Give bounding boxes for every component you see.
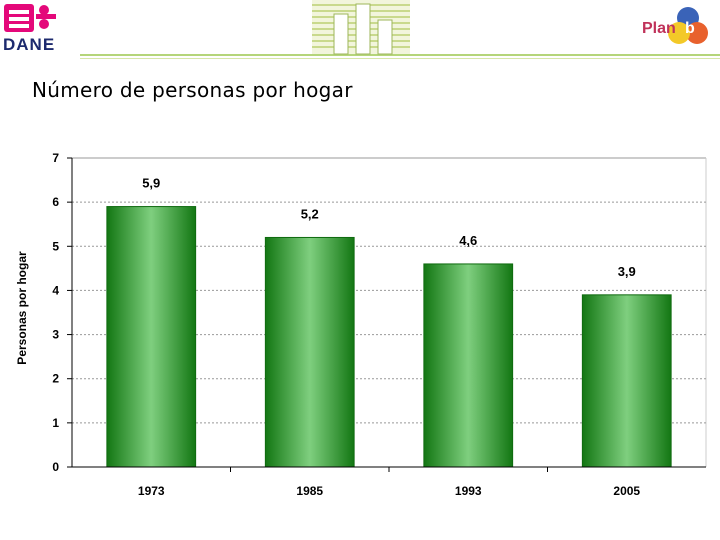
y-axis: 0 1 2 3 4 5 6 7 bbox=[52, 151, 73, 474]
dane-logo-mark-stroke-1 bbox=[9, 10, 29, 14]
planb-circle-yellow bbox=[668, 22, 690, 44]
y-tick-label: 5 bbox=[52, 239, 59, 253]
planb-logo-suffix: b bbox=[685, 20, 695, 37]
planb-logo: Plan b bbox=[642, 7, 708, 44]
x-axis: 1973 1985 1993 2005 bbox=[72, 466, 706, 498]
dane-logo-text: DANE bbox=[3, 35, 55, 54]
header-line-2 bbox=[80, 58, 720, 59]
y-axis-title: Personas por hogar bbox=[15, 251, 29, 365]
y-tick-label: 2 bbox=[52, 372, 59, 386]
planb-circle-orange bbox=[686, 22, 708, 44]
y-tick-label: 3 bbox=[52, 328, 59, 342]
dane-logo-bar bbox=[36, 14, 56, 19]
building-column-1 bbox=[333, 13, 349, 55]
planb-logo-text: Plan bbox=[642, 20, 676, 37]
dane-logo-mark-stroke-3 bbox=[9, 24, 29, 28]
x-tick-label-1985: 1985 bbox=[296, 484, 323, 498]
header-building-graphic bbox=[312, 0, 410, 55]
data-label-1993: 4,6 bbox=[459, 233, 477, 248]
dane-logo-dot-2 bbox=[39, 19, 49, 29]
bar-1993 bbox=[423, 263, 514, 468]
data-label-2005: 3,9 bbox=[618, 264, 636, 279]
y-tick-label: 1 bbox=[52, 416, 59, 430]
building-column-2 bbox=[355, 3, 371, 55]
dane-logo: DANE bbox=[2, 2, 76, 54]
page-title: Número de personas por hogar bbox=[32, 78, 353, 102]
y-tick-label: 0 bbox=[52, 460, 59, 474]
y-tick-label: 4 bbox=[52, 283, 59, 297]
x-tick-label-2005: 2005 bbox=[613, 484, 640, 498]
header-line-1 bbox=[80, 54, 720, 56]
dane-logo-mark-stroke-2 bbox=[9, 17, 29, 21]
bar-chart: 0 1 2 3 4 5 6 7 5,9 5,2 4,6 3,9 1973 1985 1993 2005 P… bbox=[15, 151, 707, 498]
bar-2005 bbox=[581, 294, 672, 468]
bar-1973 bbox=[106, 206, 197, 468]
building-column-3 bbox=[377, 19, 393, 55]
x-tick-label-1993: 1993 bbox=[455, 484, 482, 498]
bars: 5,9 5,2 4,6 3,9 bbox=[106, 176, 672, 468]
x-tick-label-1973: 1973 bbox=[138, 484, 165, 498]
data-label-1973: 5,9 bbox=[142, 176, 160, 191]
data-label-1985: 5,2 bbox=[301, 206, 319, 221]
dane-logo-dot-1 bbox=[39, 5, 49, 15]
y-tick-label: 7 bbox=[52, 151, 59, 165]
header-graphic: DANE Plan b bbox=[2, 0, 720, 59]
bar-1985 bbox=[264, 236, 355, 468]
header-banner: DANE Plan b bbox=[0, 0, 720, 62]
y-tick-label: 6 bbox=[52, 195, 59, 209]
